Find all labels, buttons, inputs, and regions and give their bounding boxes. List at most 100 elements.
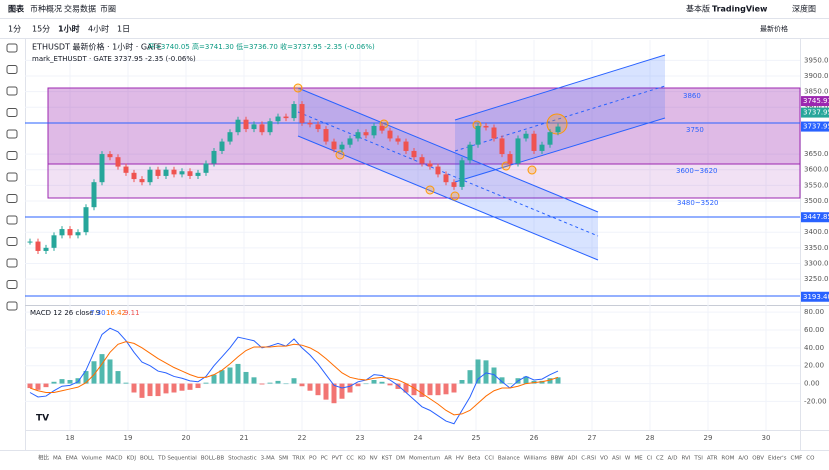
- indicator-button[interactable]: CC: [346, 456, 354, 462]
- indicator-button[interactable]: Balance: [498, 456, 521, 462]
- drawing-toolbar: [6, 43, 18, 311]
- tool-icon[interactable]: [6, 43, 18, 53]
- candle: [195, 172, 201, 176]
- candle: [75, 232, 81, 236]
- tab[interactable]: 交易数据: [64, 4, 96, 14]
- tool-icon[interactable]: [6, 65, 18, 74]
- indicator-button[interactable]: TD Sequential: [157, 456, 197, 462]
- tool-icon[interactable]: [6, 258, 18, 268]
- indicator-button[interactable]: MA: [53, 456, 62, 462]
- indicator-button[interactable]: ATR: [707, 456, 718, 462]
- mode[interactable]: TradingView: [712, 5, 768, 14]
- ohlc: 开=3740.05 高=3741.30 低=3736.70 收=3737.95 …: [148, 42, 375, 51]
- indicator-button[interactable]: BBW: [551, 456, 564, 462]
- indicator-button[interactable]: TRIX: [291, 456, 305, 462]
- indicator-button[interactable]: CO: [806, 456, 815, 462]
- x-tick-label: 18: [66, 434, 75, 442]
- indicator-button[interactable]: PVT: [332, 456, 343, 462]
- indicator-button[interactable]: PO: [309, 456, 317, 462]
- tool-icon[interactable]: [6, 108, 18, 117]
- tool-icon[interactable]: [6, 194, 18, 203]
- indicator-button[interactable]: RVI: [682, 456, 691, 462]
- candle: [515, 138, 521, 164]
- indicator-button[interactable]: CMF: [791, 456, 803, 462]
- tool-icon[interactable]: [6, 215, 18, 225]
- histogram-bar: [339, 383, 345, 399]
- candle: [147, 169, 153, 183]
- y-tick-label: 3900.00: [804, 72, 829, 80]
- indicator-button[interactable]: OBV: [752, 456, 764, 462]
- indicator-button[interactable]: CZ: [656, 456, 664, 462]
- candle: [371, 125, 377, 136]
- indicator-button[interactable]: PC: [321, 456, 328, 462]
- indicator-button[interactable]: KST: [382, 456, 393, 462]
- channel-line: [454, 54, 666, 121]
- tab[interactable]: 图表: [8, 4, 25, 14]
- tool-icon[interactable]: [6, 129, 18, 139]
- interval[interactable]: 1日: [117, 25, 130, 34]
- price-tag: [801, 291, 829, 302]
- histogram-bar: [395, 383, 401, 389]
- candle: [507, 154, 513, 164]
- tool-icon[interactable]: [6, 280, 18, 289]
- indicator-button[interactable]: ADI: [568, 456, 578, 462]
- histogram-bar: [491, 367, 497, 384]
- candle: [227, 132, 233, 142]
- indicator-button[interactable]: ME: [634, 456, 643, 462]
- indicator-button[interactable]: Volume: [82, 456, 103, 462]
- indicator-button[interactable]: ROM: [721, 456, 734, 462]
- candle: [483, 125, 489, 128]
- x-tick-label: 28: [646, 434, 655, 442]
- tab[interactable]: 币种概况: [30, 4, 62, 14]
- indicator-button[interactable]: KDJ: [126, 456, 136, 462]
- tool-icon[interactable]: [6, 172, 18, 182]
- indicator-button[interactable]: SMI: [279, 456, 289, 462]
- indicator-button[interactable]: KO: [358, 456, 366, 462]
- indicator-button[interactable]: Beta: [468, 456, 481, 462]
- indicator-button[interactable]: ASI: [612, 456, 621, 462]
- mode[interactable]: 深度图: [792, 4, 816, 14]
- histogram-bar: [291, 378, 297, 384]
- histogram-bar: [547, 378, 553, 384]
- candle: [387, 130, 393, 139]
- indicator-button[interactable]: 相比: [38, 454, 50, 462]
- indicator-button[interactable]: MACD: [106, 456, 123, 462]
- interval[interactable]: 15分: [32, 25, 50, 34]
- candle: [475, 125, 481, 145]
- candle: [499, 138, 505, 155]
- indicator-button[interactable]: Williams: [524, 456, 547, 462]
- indicator-button[interactable]: DM: [396, 456, 405, 462]
- candle: [123, 166, 129, 173]
- indicator-button[interactable]: 3-MA: [261, 456, 275, 462]
- indicator-button[interactable]: Stochastic: [228, 456, 256, 462]
- tool-icon[interactable]: [6, 237, 18, 246]
- indicator-button[interactable]: TSI: [693, 456, 703, 462]
- indicator-button[interactable]: NV: [370, 456, 378, 462]
- tab[interactable]: 币圈: [100, 5, 116, 14]
- histogram-bar: [203, 382, 209, 384]
- indicator-button[interactable]: A/O: [738, 456, 749, 462]
- interval[interactable]: 4小时: [88, 24, 109, 34]
- indicator-button[interactable]: BOLL: [140, 456, 155, 462]
- indicator-button[interactable]: Elder's: [768, 456, 787, 462]
- interval[interactable]: 1小时: [58, 24, 80, 34]
- tool-icon[interactable]: [6, 151, 18, 160]
- indicator-button[interactable]: CI: [647, 456, 653, 462]
- histogram-bar: [355, 383, 361, 387]
- indicator-button[interactable]: CCI: [485, 456, 495, 462]
- indicator-button[interactable]: C-RSI: [581, 456, 596, 462]
- indicator-button[interactable]: VO: [600, 456, 609, 462]
- tool-icon[interactable]: [6, 86, 18, 96]
- indicator-button[interactable]: AR: [444, 456, 452, 462]
- mode[interactable]: 基本版: [686, 4, 710, 14]
- indicator-button[interactable]: BOLL-BB: [201, 456, 225, 462]
- histogram-bar: [27, 383, 33, 389]
- price-mode[interactable]: 最新价格: [760, 24, 788, 33]
- indicator-button[interactable]: A/D: [668, 456, 678, 462]
- indicator-button[interactable]: W: [625, 456, 631, 462]
- tool-icon[interactable]: [6, 301, 18, 311]
- indicator-button[interactable]: Momentum: [409, 456, 440, 462]
- interval[interactable]: 1分: [8, 25, 21, 34]
- indicator-button[interactable]: EMA: [66, 456, 78, 462]
- indicator-button[interactable]: HV: [456, 456, 464, 462]
